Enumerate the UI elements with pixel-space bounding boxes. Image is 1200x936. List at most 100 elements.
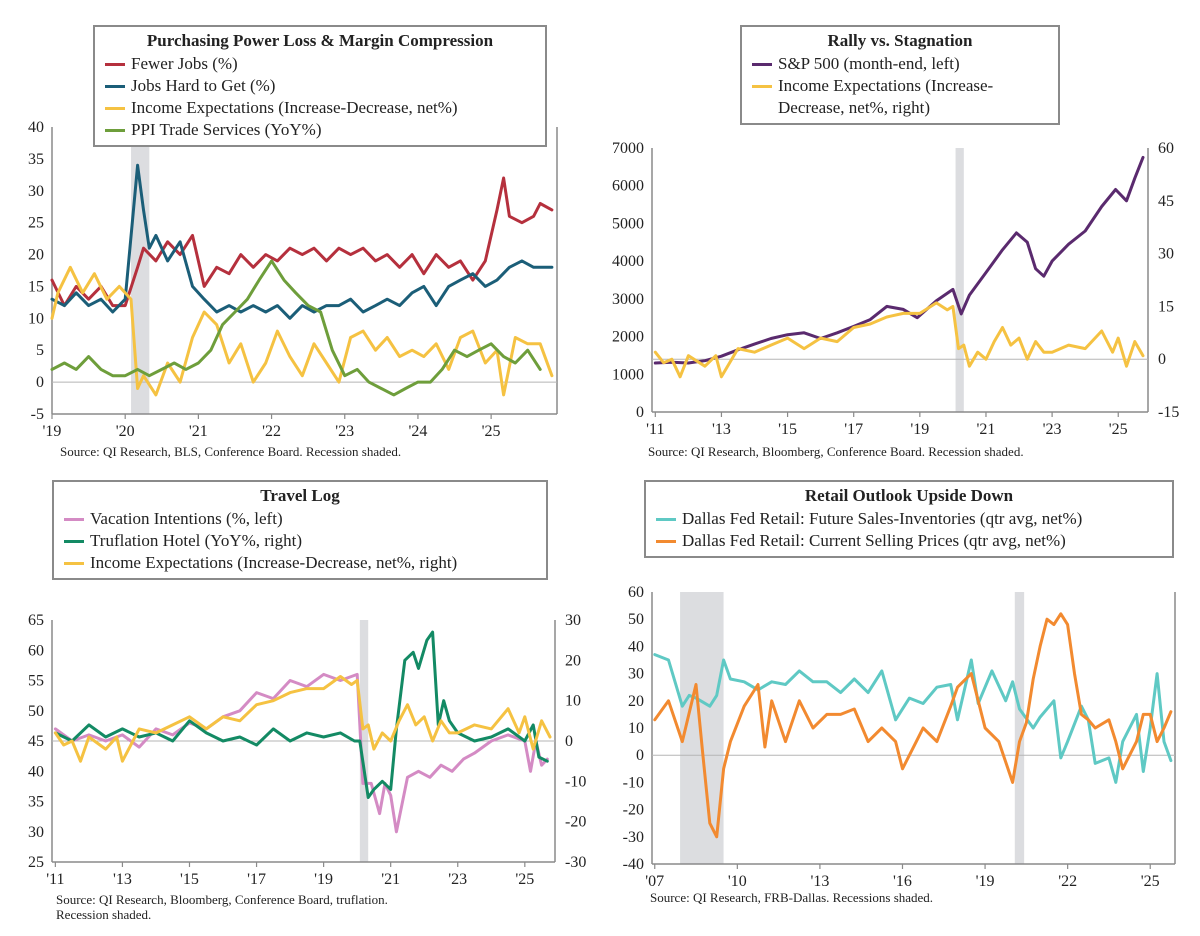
legend-item-ppi-trade-services: PPI Trade Services (YoY%): [105, 119, 535, 141]
legend-item-truflation-hotel: Truflation Hotel (YoY%, right): [64, 530, 536, 552]
chart-svg-rally-vs-stagnation: 0 1000 2000 3000 4000 5000 6000 7000 -15 0 15 30 45 6…: [612, 140, 1179, 459]
legend-swatch: [656, 518, 676, 521]
chart-title: Travel Log: [260, 486, 340, 505]
recession-band: [955, 148, 964, 412]
y-tick-label: 0: [636, 747, 644, 764]
legend-rally-vs-stagnation: Rally vs. Stagnation S&P 500 (month-end,…: [740, 25, 1060, 125]
x-tick-label: '13: [712, 421, 731, 438]
legend-purchasing-power: Purchasing Power Loss & Margin Compressi…: [93, 25, 547, 147]
y-tick-label: 6000: [612, 178, 644, 195]
y-tick-label: 55: [28, 673, 44, 690]
x-tick-label: '11: [646, 421, 664, 438]
y-tick-label: 30: [28, 824, 44, 841]
x-tick-label: '16: [893, 873, 912, 890]
x-tick-label: '22: [1058, 873, 1077, 890]
legend-swatch: [64, 562, 84, 565]
y-tick-label: 35: [28, 794, 44, 811]
y-tick-label: 50: [628, 611, 644, 628]
y-tick-label: 1000: [612, 366, 644, 383]
y-tick-label: 10: [628, 720, 644, 737]
y2-tick-label: -20: [565, 814, 586, 831]
y2-tick-label: -15: [1158, 404, 1179, 421]
y-tick-label: 3000: [612, 291, 644, 308]
y-tick-label: 5: [36, 342, 44, 359]
y2-tick-label: 45: [1158, 193, 1174, 210]
legend-swatch: [105, 129, 125, 132]
series-line: [53, 675, 552, 763]
y2-tick-label: 30: [565, 612, 581, 629]
source-note: Source: QI Research, BLS, Conference Boa…: [60, 444, 401, 459]
y-tick-label: 0: [636, 404, 644, 421]
x-tick-label: '10: [728, 873, 747, 890]
legend-item-future-sales-inventories: Dallas Fed Retail: Future Sales-Inventor…: [656, 508, 1162, 530]
chart-title: Purchasing Power Loss & Margin Compressi…: [146, 31, 494, 50]
y-tick-label: 5000: [612, 215, 644, 232]
y-tick-label: 30: [628, 666, 644, 683]
y-tick-label: 25: [28, 854, 44, 871]
y-tick-label: -40: [623, 856, 644, 873]
source-note-line: Recession shaded.: [56, 907, 151, 922]
x-tick-label: '17: [247, 871, 266, 888]
x-tick-label: '25: [1141, 873, 1160, 890]
x-tick-label: '07: [645, 873, 664, 890]
chart-panel-purchasing-power: -5 0 5 10 15 20 25 30 35 40 '19 '20 '21 '22 '23 '24 '25 S…: [0, 0, 600, 468]
x-tick-label: '21: [189, 423, 208, 440]
y-tick-label: 45: [28, 733, 44, 750]
y-tick-label: 65: [28, 612, 44, 629]
legend-swatch: [752, 63, 772, 66]
source-note-line: Source: QI Research, Bloomberg, Conferen…: [648, 444, 1024, 459]
y2-tick-label: -30: [565, 854, 586, 871]
x-tick-label: '15: [778, 421, 797, 438]
source-note: Source: QI Research, FRB-Dallas. Recessi…: [650, 890, 933, 905]
y-tick-label: 40: [28, 763, 44, 780]
legend-item-income-expectations: Income Expectations (Increase-Decrease, …: [105, 97, 535, 119]
x-tick-label: '19: [976, 873, 995, 890]
x-tick-label: '13: [810, 873, 829, 890]
y-tick-label: 20: [28, 247, 44, 264]
x-tick-label: '17: [844, 421, 863, 438]
legend-swatch: [105, 85, 125, 88]
legend-retail-outlook: Retail Outlook Upside Down Dallas Fed Re…: [644, 480, 1174, 558]
y2-tick-label: 20: [565, 652, 581, 669]
chart-panel-travel-log: 25 30 35 40 45 50 55 60 65 -30 -20 -10 0 10 20 30 '11 '13…: [0, 468, 600, 936]
recession-band: [680, 592, 724, 864]
chart-title: Retail Outlook Upside Down: [804, 486, 1014, 505]
source-note: Source: QI Research, Bloomberg, Conferen…: [648, 444, 1024, 459]
legend-label: Fewer Jobs (%): [131, 54, 238, 73]
y-tick-label: 40: [628, 638, 644, 655]
y-tick-label: -30: [623, 829, 644, 846]
legend-item-income-expectations: Income Expectations (Increase-Decrease, …: [64, 552, 536, 574]
x-tick-label: '21: [381, 871, 400, 888]
chart-panel-retail-outlook: -40 -30 -20 -10 0 10 20 30 40 50 60 '07 '10 '13 '16 '19…: [600, 468, 1200, 936]
x-tick-label: '24: [408, 423, 427, 440]
chart-panel-rally-vs-stagnation: 0 1000 2000 3000 4000 5000 6000 7000 -15 0 15 30 45 6…: [600, 0, 1200, 468]
legend-label: Jobs Hard to Get (%): [131, 76, 276, 95]
legend-label: Truflation Hotel (YoY%, right): [90, 531, 303, 550]
chart-svg-retail-outlook: -40 -30 -20 -10 0 10 20 30 40 50 60 '07 '10 '13 '16 '19…: [623, 584, 1176, 905]
y2-tick-label: 30: [1158, 246, 1174, 263]
legend-label: Dallas Fed Retail: Current Selling Price…: [682, 531, 1066, 550]
y-tick-label: -10: [623, 774, 644, 791]
x-tick-label: '13: [113, 871, 132, 888]
x-tick-label: '23: [448, 871, 467, 888]
legend-label: Dallas Fed Retail: Future Sales-Inventor…: [682, 509, 1083, 528]
y2-tick-label: 0: [565, 733, 573, 750]
legend-item-income-expectations: Income Expectations (Increase-Decrease, …: [752, 75, 1048, 119]
legend-swatch: [105, 63, 125, 66]
x-tick-label: '21: [977, 421, 996, 438]
legend-swatch: [105, 107, 125, 110]
y2-tick-label: 0: [1158, 351, 1166, 368]
series-line: [50, 259, 542, 397]
source-note-line: Source: QI Research, Bloomberg, Conferen…: [56, 892, 388, 907]
legend-item-vacation-intentions: Vacation Intentions (%, left): [64, 508, 536, 530]
legend-swatch: [656, 540, 676, 543]
y-tick-label: 7000: [612, 140, 644, 157]
y-tick-label: 30: [28, 183, 44, 200]
y2-tick-label: 15: [1158, 298, 1174, 315]
series-line: [653, 155, 1145, 365]
y-tick-label: 0: [36, 374, 44, 391]
x-tick-label: '25: [482, 423, 501, 440]
legend-label: S&P 500 (month-end, left): [778, 54, 960, 73]
source-note: Source: QI Research, Bloomberg, Conferen…: [56, 892, 388, 922]
y2-tick-label: 10: [565, 693, 581, 710]
